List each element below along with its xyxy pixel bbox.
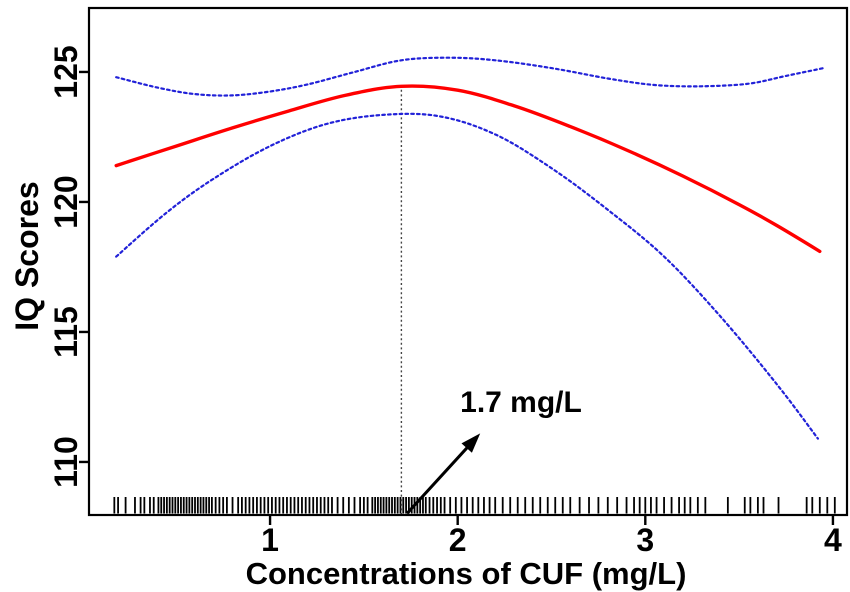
- arrow-head-icon: [461, 433, 481, 453]
- ci-upper-line: [115, 56, 825, 97]
- annotation-label: 1.7 mg/L: [460, 386, 582, 419]
- annotation-arrow-group: [405, 433, 481, 515]
- y-tick-label: 120: [48, 175, 84, 228]
- y-axis-title: IQ Scores: [9, 181, 45, 330]
- plot-border: [87, 6, 849, 517]
- rug-plot: [113, 497, 836, 514]
- curves-group: [114, 56, 825, 440]
- x-tick-label: 1: [261, 522, 279, 558]
- x-tick-label: 4: [824, 522, 842, 558]
- axis-ticks-group: 1 2 3 4 110 115 120 125: [48, 45, 842, 558]
- y-tick-label: 125: [48, 45, 84, 98]
- x-tick-label: 3: [636, 522, 654, 558]
- x-tick-label: 2: [449, 522, 467, 558]
- ci-lower-line: [115, 112, 819, 440]
- y-tick-label: 110: [48, 436, 84, 488]
- arrow-shaft: [405, 443, 472, 515]
- fitted-curve-line: [114, 84, 822, 254]
- x-axis-title: Concentrations of CUF (mg/L): [246, 556, 687, 591]
- y-tick-label: 115: [48, 306, 84, 358]
